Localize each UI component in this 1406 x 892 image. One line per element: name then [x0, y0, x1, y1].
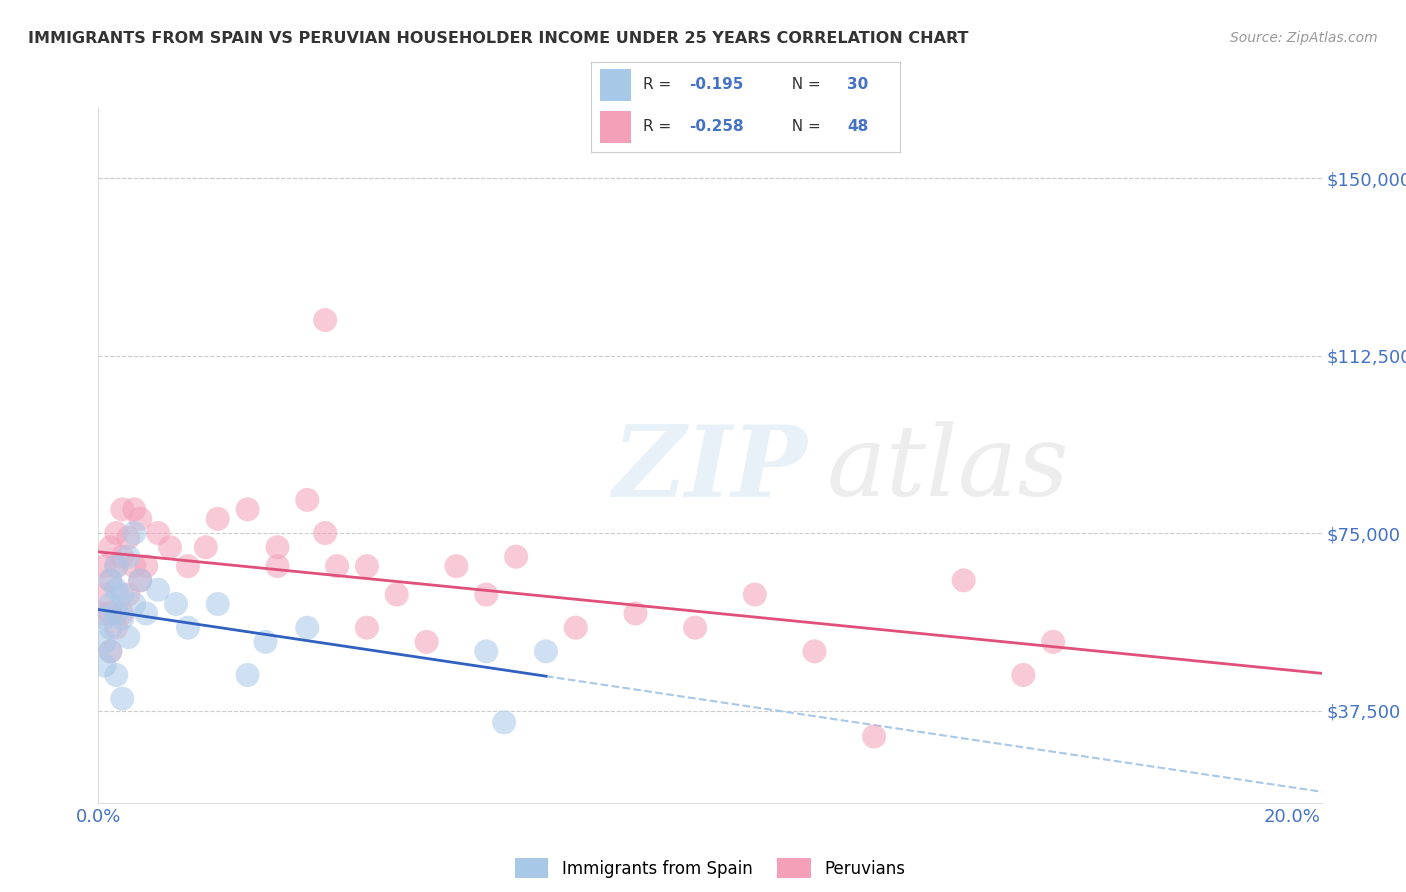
Point — [98, 644, 121, 658]
Point — [165, 597, 187, 611]
Point — [98, 597, 121, 611]
Point — [385, 588, 408, 602]
Point — [105, 621, 128, 635]
Point — [744, 588, 766, 602]
Point — [122, 597, 145, 611]
Point — [475, 644, 498, 658]
Point — [177, 559, 200, 574]
Text: -0.258: -0.258 — [689, 120, 744, 134]
Point — [505, 549, 527, 564]
Point — [111, 588, 134, 602]
Point — [314, 313, 336, 327]
Point — [93, 559, 115, 574]
Text: R =: R = — [643, 120, 676, 134]
Point — [952, 574, 974, 588]
Text: Source: ZipAtlas.com: Source: ZipAtlas.com — [1230, 31, 1378, 45]
FancyBboxPatch shape — [600, 111, 631, 143]
Point — [266, 559, 288, 574]
Point — [236, 668, 259, 682]
Point — [683, 621, 706, 635]
Point — [98, 540, 121, 554]
Point — [863, 730, 886, 744]
Point — [98, 644, 121, 658]
Point — [93, 635, 115, 649]
Point — [117, 531, 139, 545]
Legend: Immigrants from Spain, Peruvians: Immigrants from Spain, Peruvians — [509, 851, 911, 885]
Text: 48: 48 — [848, 120, 869, 134]
Point — [297, 621, 319, 635]
Point — [105, 559, 128, 574]
Text: IMMIGRANTS FROM SPAIN VS PERUVIAN HOUSEHOLDER INCOME UNDER 25 YEARS CORRELATION : IMMIGRANTS FROM SPAIN VS PERUVIAN HOUSEH… — [28, 31, 969, 46]
Point — [534, 644, 557, 658]
Point — [146, 582, 169, 597]
Point — [1042, 635, 1064, 649]
Text: 30: 30 — [848, 78, 869, 92]
Point — [105, 668, 128, 682]
Point — [93, 588, 115, 602]
Text: -0.195: -0.195 — [689, 78, 744, 92]
Point — [111, 611, 134, 625]
Point — [146, 526, 169, 541]
Point — [177, 621, 200, 635]
Point — [105, 526, 128, 541]
Text: N =: N = — [782, 120, 825, 134]
Point — [803, 644, 825, 658]
Point — [207, 512, 229, 526]
Point — [624, 607, 647, 621]
Point — [415, 635, 437, 649]
Point — [105, 607, 128, 621]
Point — [98, 621, 121, 635]
Point — [122, 526, 145, 541]
Point — [111, 607, 134, 621]
Point — [266, 540, 288, 554]
Point — [135, 559, 157, 574]
Point — [122, 559, 145, 574]
Point — [111, 502, 134, 516]
Point — [98, 574, 121, 588]
Point — [93, 607, 115, 621]
Point — [93, 611, 115, 625]
Point — [1012, 668, 1035, 682]
Point — [111, 549, 134, 564]
Point — [135, 607, 157, 621]
Point — [475, 588, 498, 602]
Point — [117, 588, 139, 602]
Point — [93, 658, 115, 673]
Text: R =: R = — [643, 78, 676, 92]
Point — [314, 526, 336, 541]
FancyBboxPatch shape — [600, 69, 631, 101]
Point — [565, 621, 588, 635]
Point — [159, 540, 181, 554]
Point — [117, 630, 139, 644]
Point — [111, 691, 134, 706]
Point — [105, 582, 128, 597]
Point — [105, 559, 128, 574]
Text: N =: N = — [782, 78, 825, 92]
Point — [297, 492, 319, 507]
Text: atlas: atlas — [827, 421, 1069, 516]
Point — [122, 502, 145, 516]
Point — [98, 607, 121, 621]
Point — [236, 502, 259, 516]
Point — [129, 574, 152, 588]
Point — [129, 512, 152, 526]
Text: ZIP: ZIP — [612, 421, 807, 517]
Point — [117, 549, 139, 564]
Point — [356, 621, 378, 635]
Point — [98, 574, 121, 588]
Point — [494, 715, 516, 730]
Point — [207, 597, 229, 611]
Point — [356, 559, 378, 574]
Point — [254, 635, 277, 649]
Point — [194, 540, 217, 554]
Point — [446, 559, 468, 574]
Point — [326, 559, 349, 574]
Point — [129, 574, 152, 588]
